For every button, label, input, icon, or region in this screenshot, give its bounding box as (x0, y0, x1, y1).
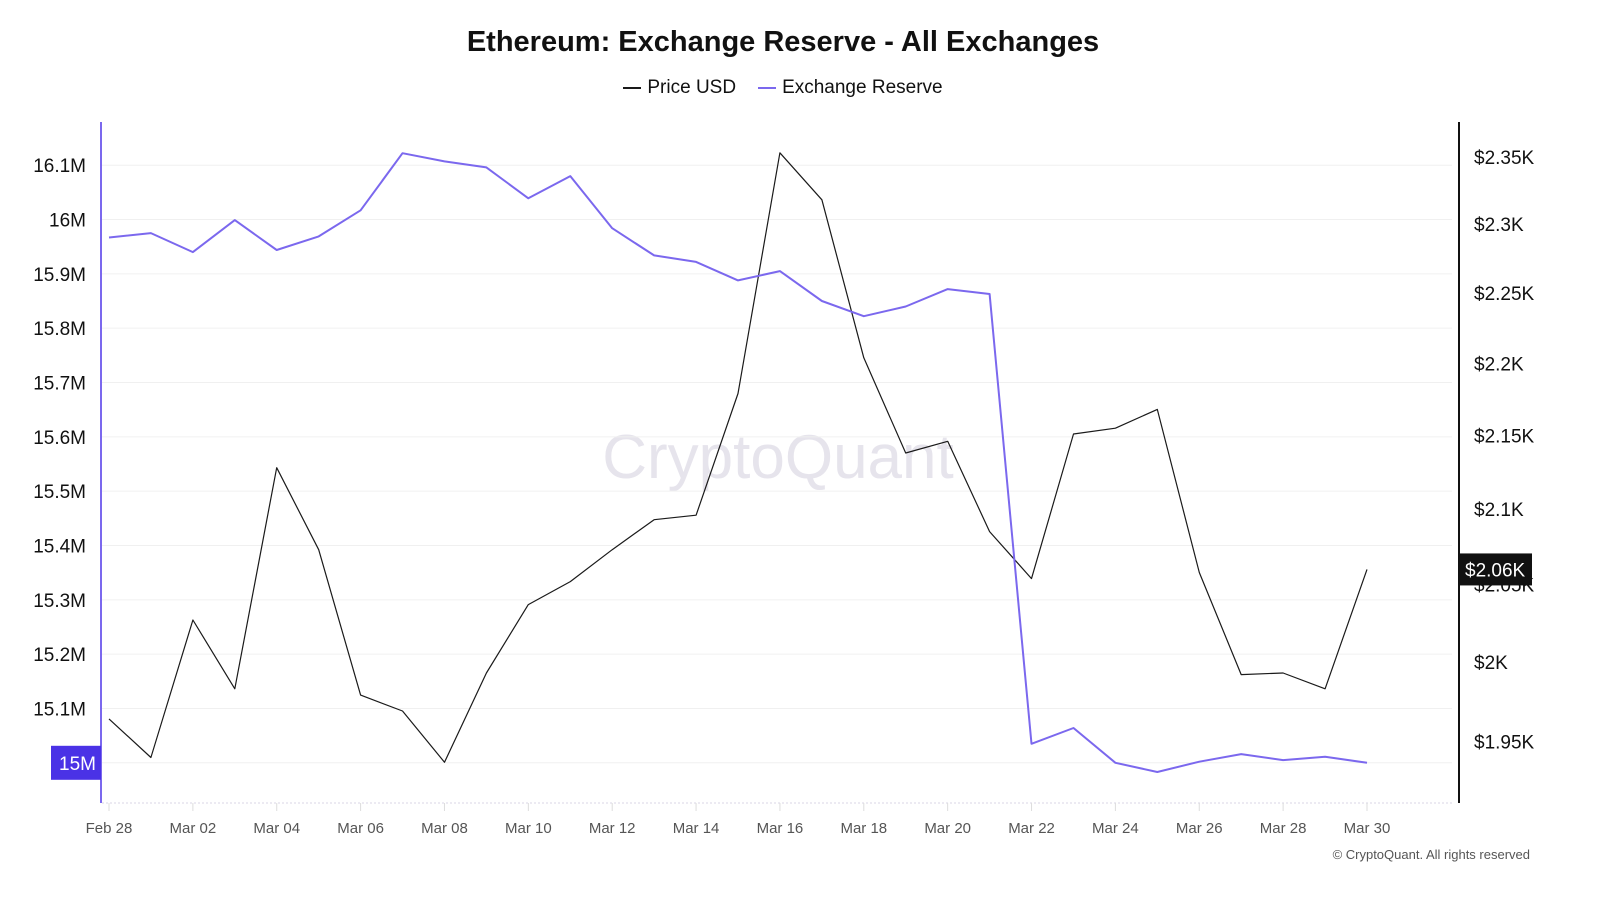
x-tick-label: Mar 08 (421, 820, 468, 837)
x-tick-label: Mar 30 (1344, 820, 1391, 837)
right-tick-label: $1.95K (1474, 732, 1535, 753)
x-tick-label: Mar 02 (170, 820, 217, 837)
x-tick-label: Mar 26 (1176, 820, 1223, 837)
left-tick-label: 16.1M (33, 156, 86, 177)
legend-item-price[interactable]: Price USD (623, 77, 736, 99)
right-tick-label: $2.1K (1474, 500, 1524, 521)
left-tick-label: 15.7M (33, 374, 86, 395)
copyright: © CryptoQuant. All rights reserved (1332, 847, 1530, 862)
left-tick-label: 16M (49, 211, 86, 232)
right-tick-label: $2.3K (1474, 215, 1524, 236)
right-tick-label: $2.35K (1474, 148, 1535, 169)
right-tick-label: $2.2K (1474, 354, 1524, 375)
x-tick-label: Mar 04 (253, 820, 300, 837)
x-tick-label: Mar 16 (757, 820, 804, 837)
x-tick-label: Mar 22 (1008, 820, 1055, 837)
x-tick-label: Mar 06 (337, 820, 384, 837)
x-tick-label: Mar 14 (673, 820, 720, 837)
chart-title: Ethereum: Exchange Reserve - All Exchang… (466, 26, 1100, 58)
left-tick-label: 15.4M (33, 536, 86, 557)
current-reserve-badge (51, 745, 101, 780)
x-tick-label: Mar 20 (924, 820, 971, 837)
right-tick-label: $2.25K (1474, 284, 1535, 305)
right-tick-label: $2.15K (1474, 426, 1535, 447)
right-tick-label: $2K (1474, 653, 1508, 674)
series-line-reserve (108, 152, 1368, 773)
legend-label-price: Price USD (647, 77, 737, 98)
x-tick-label: Mar 28 (1260, 820, 1307, 837)
current-price-badge (1460, 553, 1532, 586)
left-tick-label: 15.9M (33, 265, 86, 286)
watermark: CryptoQuant (602, 423, 954, 492)
left-tick-label: 15.1M (33, 699, 86, 720)
legend-swatch-price (623, 87, 642, 89)
x-tick-label: Mar 24 (1092, 820, 1139, 837)
left-tick-label: 15.2M (33, 645, 86, 666)
legend-item-reserve[interactable]: Exchange Reserve (758, 77, 943, 99)
legend: Price USD Exchange Reserve (0, 77, 1566, 99)
x-tick-label: Mar 18 (840, 820, 887, 837)
left-tick-label: 15.8M (33, 319, 86, 340)
left-tick-label: 15.3M (33, 591, 86, 612)
x-tick-label: Feb 28 (86, 820, 133, 837)
series-line-price (108, 152, 1368, 763)
current-reserve-label: 15M (59, 754, 96, 775)
x-tick-label: Mar 12 (589, 820, 636, 837)
left-tick-label: 15.5M (33, 482, 86, 503)
current-price-label: $2.06K (1465, 560, 1526, 581)
x-tick-label: Mar 10 (505, 820, 552, 837)
left-tick-label: 15.6M (33, 428, 86, 449)
legend-label-reserve: Exchange Reserve (782, 77, 943, 98)
legend-swatch-reserve (758, 87, 777, 89)
